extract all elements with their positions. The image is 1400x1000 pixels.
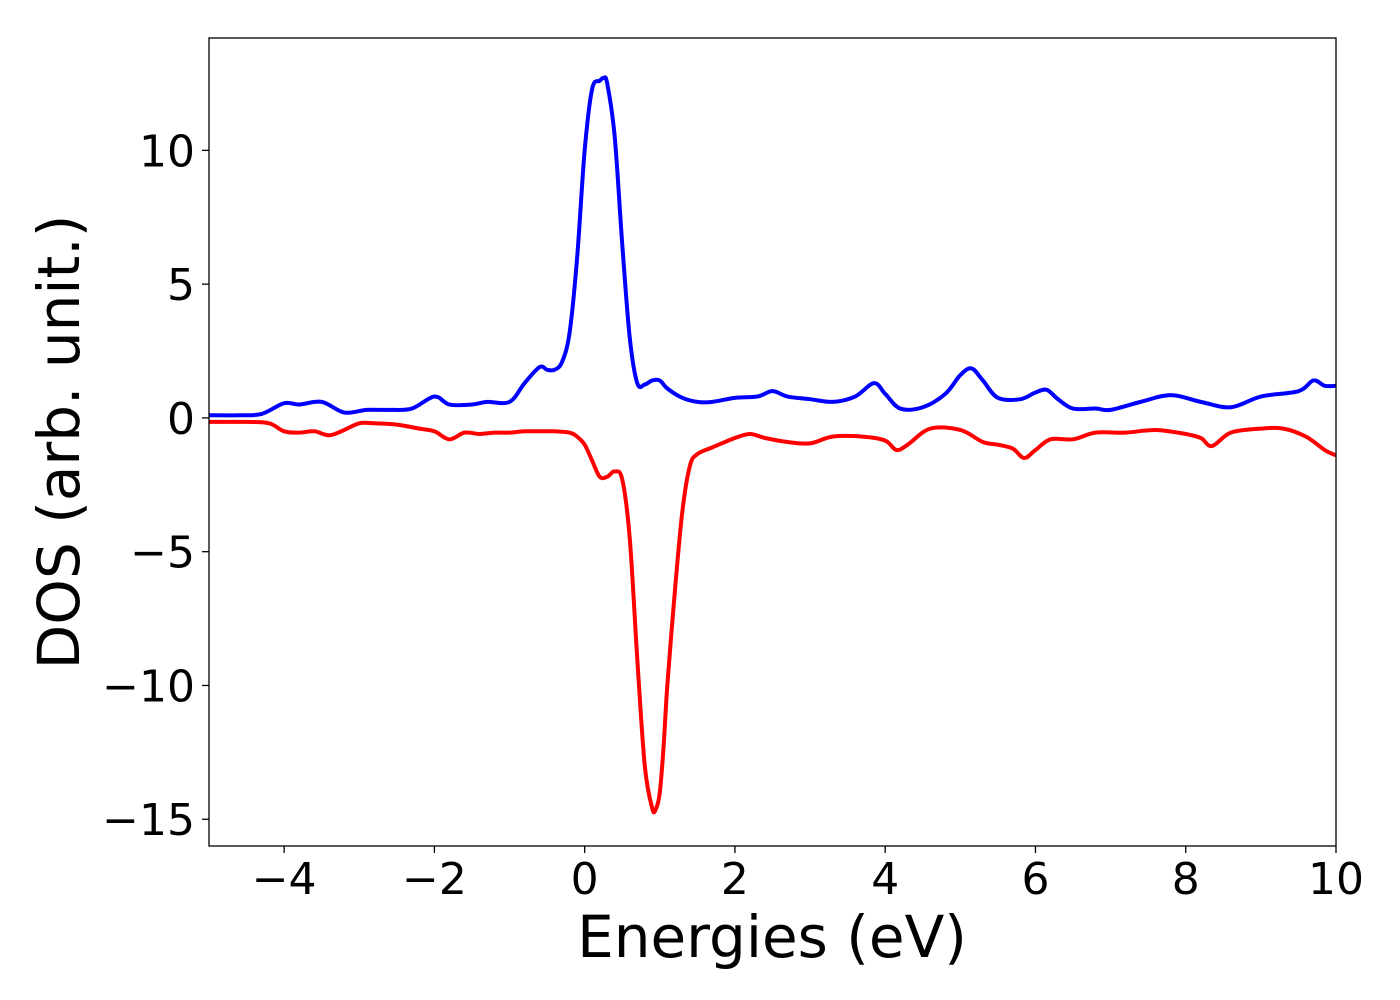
x-tick-label: 4	[871, 854, 899, 905]
x-tick-label: 6	[1021, 854, 1049, 905]
x-tick-label: 10	[1308, 854, 1364, 905]
y-tick-label: 10	[139, 126, 195, 177]
x-tick-label: −4	[252, 854, 317, 905]
series-line-blue	[208, 75, 1337, 418]
x-tick-label: 0	[571, 854, 599, 905]
x-axis: −4 −2 0 2 4 6 8 10	[252, 846, 1364, 905]
y-tick-label: −15	[102, 795, 195, 846]
y-tick-label: 5	[167, 260, 195, 311]
x-tick-label: 2	[721, 854, 749, 905]
plot-area	[209, 38, 1336, 846]
y-tick-label: 0	[167, 394, 195, 445]
series-line-red	[208, 419, 1337, 815]
x-tick-label: 8	[1172, 854, 1200, 905]
x-tick-label: −2	[402, 854, 467, 905]
plot-frame	[208, 37, 1337, 847]
y-tick-label: −10	[102, 661, 195, 712]
y-tick-label: −5	[130, 528, 195, 579]
series-layer	[208, 75, 1337, 815]
y-axis-label: DOS (arb. unit.)	[25, 215, 93, 670]
x-axis-label: Energies (eV)	[577, 903, 967, 971]
y-axis: −15 −10 −5 0 5 10	[102, 126, 209, 846]
